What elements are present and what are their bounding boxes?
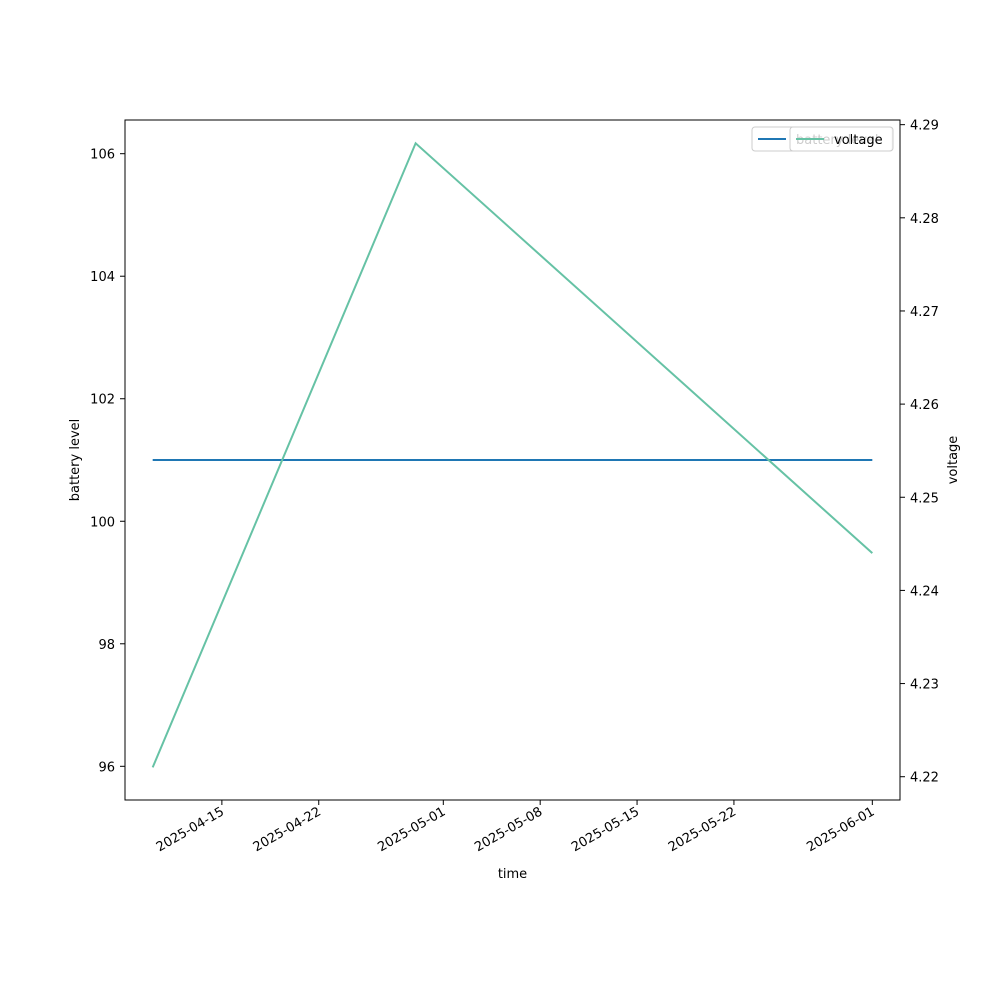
y-tick-label: 98 bbox=[98, 638, 115, 653]
legend-box bbox=[789, 126, 894, 152]
y2-tick-label: 4.23 bbox=[910, 678, 939, 693]
y-tick-label: 102 bbox=[90, 393, 115, 408]
y-tick-label: 100 bbox=[90, 515, 115, 530]
y2-tick-label: 4.26 bbox=[910, 398, 939, 413]
y2-tick-label: 4.24 bbox=[910, 584, 939, 599]
x-tick-label: 2025-04-22 bbox=[251, 804, 324, 855]
y2-tick-label: 4.25 bbox=[910, 491, 939, 506]
y2-axis-label: voltage bbox=[946, 436, 961, 485]
y2-tick-label: 4.28 bbox=[910, 212, 939, 227]
x-tick-label: 2025-06-01 bbox=[804, 804, 877, 855]
y-axis-left: 96 98 100 102 104 106 bbox=[90, 148, 125, 775]
x-tick-label: 2025-04-15 bbox=[154, 804, 227, 855]
x-tick-label: 2025-05-22 bbox=[666, 804, 739, 855]
y-tick-label: 104 bbox=[90, 270, 115, 285]
x-tick-label: 2025-05-15 bbox=[569, 804, 642, 855]
x-tick-label: 2025-05-01 bbox=[375, 804, 448, 855]
y-tick-label: 106 bbox=[90, 148, 115, 163]
legend-voltage: voltage bbox=[789, 126, 894, 152]
y2-tick-label: 4.29 bbox=[910, 119, 939, 134]
x-axis-label: time bbox=[498, 867, 527, 882]
plot-frame bbox=[124, 119, 901, 801]
legend-label: voltage bbox=[834, 133, 883, 148]
x-tick-label: 2025-05-08 bbox=[472, 804, 545, 855]
series-layer bbox=[151, 141, 873, 768]
y-axis-label: battery level bbox=[68, 419, 83, 502]
x-axis: 2025-04-15 2025-04-22 2025-05-01 2025-05-08… bbox=[154, 800, 877, 855]
y2-tick-label: 4.27 bbox=[910, 305, 939, 320]
series-line-1 bbox=[151, 141, 873, 768]
y-tick-label: 96 bbox=[98, 760, 115, 775]
y-axis-right: 4.22 4.23 4.24 4.25 4.26 4.27 4.28 4.29 bbox=[900, 119, 939, 786]
y2-tick-label: 4.22 bbox=[910, 771, 939, 786]
